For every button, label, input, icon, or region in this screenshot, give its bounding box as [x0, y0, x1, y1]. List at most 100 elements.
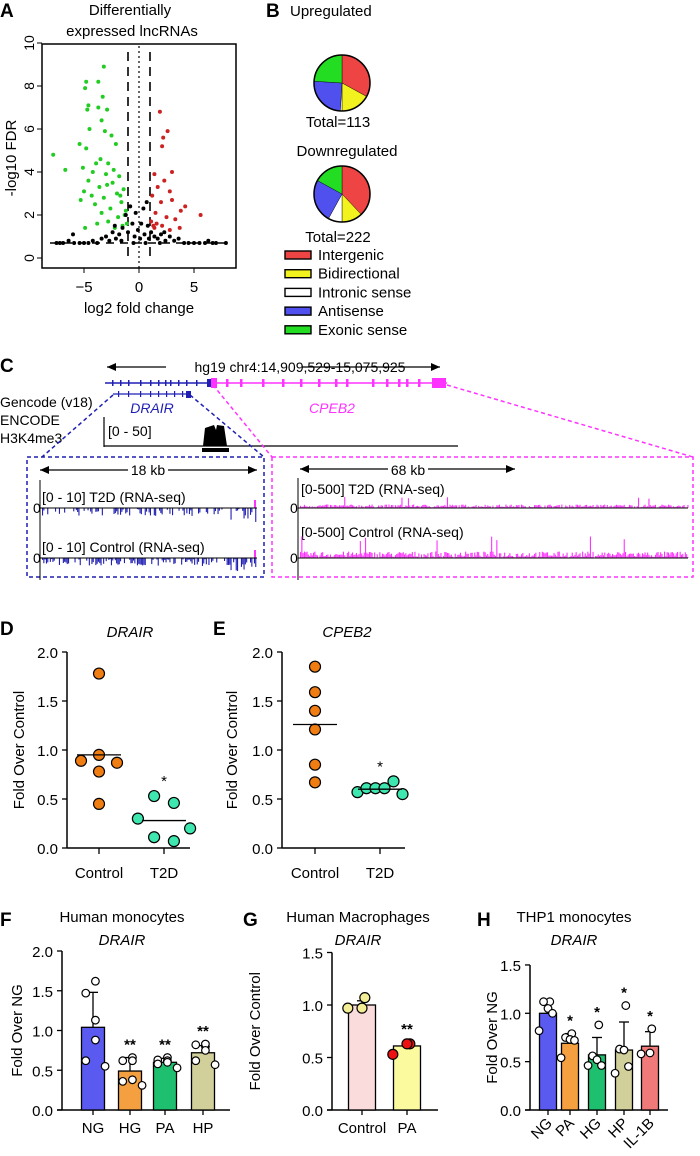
- rnaseq-signal: [511, 556, 513, 558]
- rnaseq-signal: [615, 504, 617, 508]
- rnaseq-signal: [657, 552, 659, 558]
- rnaseq-signal: [339, 554, 341, 558]
- plot-title: DRAIR: [107, 624, 154, 641]
- legend-swatch: [284, 306, 312, 316]
- left-track1-label: [0 - 10] T2D (RNA-seq): [42, 489, 186, 505]
- exon: [346, 379, 349, 387]
- exon: [196, 380, 198, 386]
- rnaseq-signal: [591, 556, 593, 558]
- rnaseq-signal: [597, 554, 599, 558]
- rnaseq-signal: [155, 508, 157, 516]
- volcano-point: [144, 200, 149, 205]
- x-tick-label: NG: [528, 1115, 556, 1143]
- panel-label-e: E: [213, 619, 226, 640]
- rnaseq-signal: [221, 508, 223, 510]
- data-point: [636, 1049, 646, 1059]
- rnaseq-signal: [190, 558, 192, 562]
- rnaseq-signal: [612, 553, 614, 558]
- rnaseq-signal: [144, 508, 146, 516]
- rnaseq-signal: [169, 508, 171, 514]
- rnaseq-signal: [565, 555, 567, 558]
- rnaseq-signal: [178, 508, 180, 511]
- rnaseq-signal: [573, 506, 575, 508]
- rnaseq-signal: [349, 555, 351, 558]
- data-point: [378, 782, 391, 795]
- rnaseq-signal: [185, 558, 187, 563]
- rnaseq-signal: [488, 556, 490, 558]
- panel-label-d: D: [0, 619, 14, 640]
- legend-label: Intergenic: [318, 247, 384, 264]
- rnaseq-signal: [532, 555, 534, 558]
- rnaseq-signal: [358, 554, 360, 558]
- volcano-point: [155, 236, 160, 241]
- rnaseq-signal: [417, 556, 419, 558]
- rnaseq-signal: [411, 552, 413, 558]
- pie-outline: [313, 165, 371, 223]
- rnaseq-signal: [378, 505, 380, 508]
- panel-label-b: B: [266, 1, 280, 22]
- rnaseq-signal: [683, 556, 685, 558]
- rnaseq-signal: [302, 553, 304, 558]
- x-tick-label: −5: [75, 279, 92, 296]
- x-tick-label: Control: [338, 1120, 386, 1137]
- rnaseq-signal: [188, 558, 190, 560]
- rnaseq-signal: [314, 551, 316, 558]
- rnaseq-signal: [683, 504, 685, 508]
- rnaseq-signal: [628, 504, 630, 508]
- volcano-point: [90, 170, 95, 174]
- rnaseq-signal: [327, 504, 329, 508]
- rnaseq-signal: [322, 552, 324, 558]
- rnaseq-signal: [381, 505, 383, 508]
- rnaseq-signal: [168, 558, 170, 560]
- rnaseq-signal: [549, 555, 551, 558]
- rnaseq-signal: [471, 552, 473, 558]
- volcano-point: [141, 206, 146, 211]
- pie-outline: [313, 54, 371, 112]
- volcano-point: [131, 240, 136, 245]
- rnaseq-signal: [426, 555, 428, 558]
- rnaseq-signal: [305, 552, 307, 558]
- exon: [166, 391, 168, 397]
- volcano-point: [128, 204, 133, 209]
- rnaseq-signal: [631, 553, 633, 558]
- rnaseq-signal: [370, 506, 372, 508]
- rnaseq-signal: [540, 506, 542, 508]
- rnaseq-signal: [513, 556, 515, 558]
- rnaseq-signal: [604, 552, 606, 558]
- rnaseq-signal: [534, 505, 536, 508]
- volcano-point: [176, 236, 181, 241]
- rnaseq-signal: [677, 506, 679, 508]
- rnaseq-signal: [622, 553, 624, 558]
- rnaseq-signal: [230, 508, 232, 520]
- rnaseq-signal: [439, 506, 441, 508]
- rnaseq-signal: [309, 506, 311, 508]
- rnaseq-signal: [670, 552, 672, 558]
- rnaseq-signal: [101, 508, 103, 516]
- span-bg: [128, 462, 168, 477]
- rnaseq-signal: [539, 504, 541, 508]
- rnaseq-signal: [664, 551, 666, 558]
- volcano-point: [163, 238, 168, 243]
- y-tick-label: 0.0: [32, 1103, 53, 1120]
- rnaseq-signal: [368, 552, 370, 558]
- rnaseq-signal: [510, 555, 512, 558]
- rnaseq-signal: [465, 504, 467, 508]
- rnaseq-signal: [366, 552, 368, 558]
- volcano-point: [142, 232, 147, 237]
- rnaseq-signal: [605, 556, 607, 558]
- volcano-point: [95, 221, 100, 226]
- rnaseq-signal: [584, 505, 586, 508]
- rnaseq-signal: [470, 552, 472, 558]
- data-point: [624, 1062, 633, 1071]
- rnaseq-signal: [354, 554, 356, 558]
- rnaseq-signal: [389, 554, 391, 558]
- rnaseq-signal: [454, 505, 456, 508]
- volcano-point: [183, 204, 188, 209]
- volcano-point: [82, 189, 86, 194]
- rnaseq-signal: [497, 505, 499, 508]
- rnaseq-signal: [675, 553, 677, 558]
- locus-arrow-head-right: [431, 363, 440, 371]
- rnaseq-signal: [665, 505, 667, 508]
- data-point: [92, 765, 106, 778]
- rnaseq-signal: [641, 553, 643, 558]
